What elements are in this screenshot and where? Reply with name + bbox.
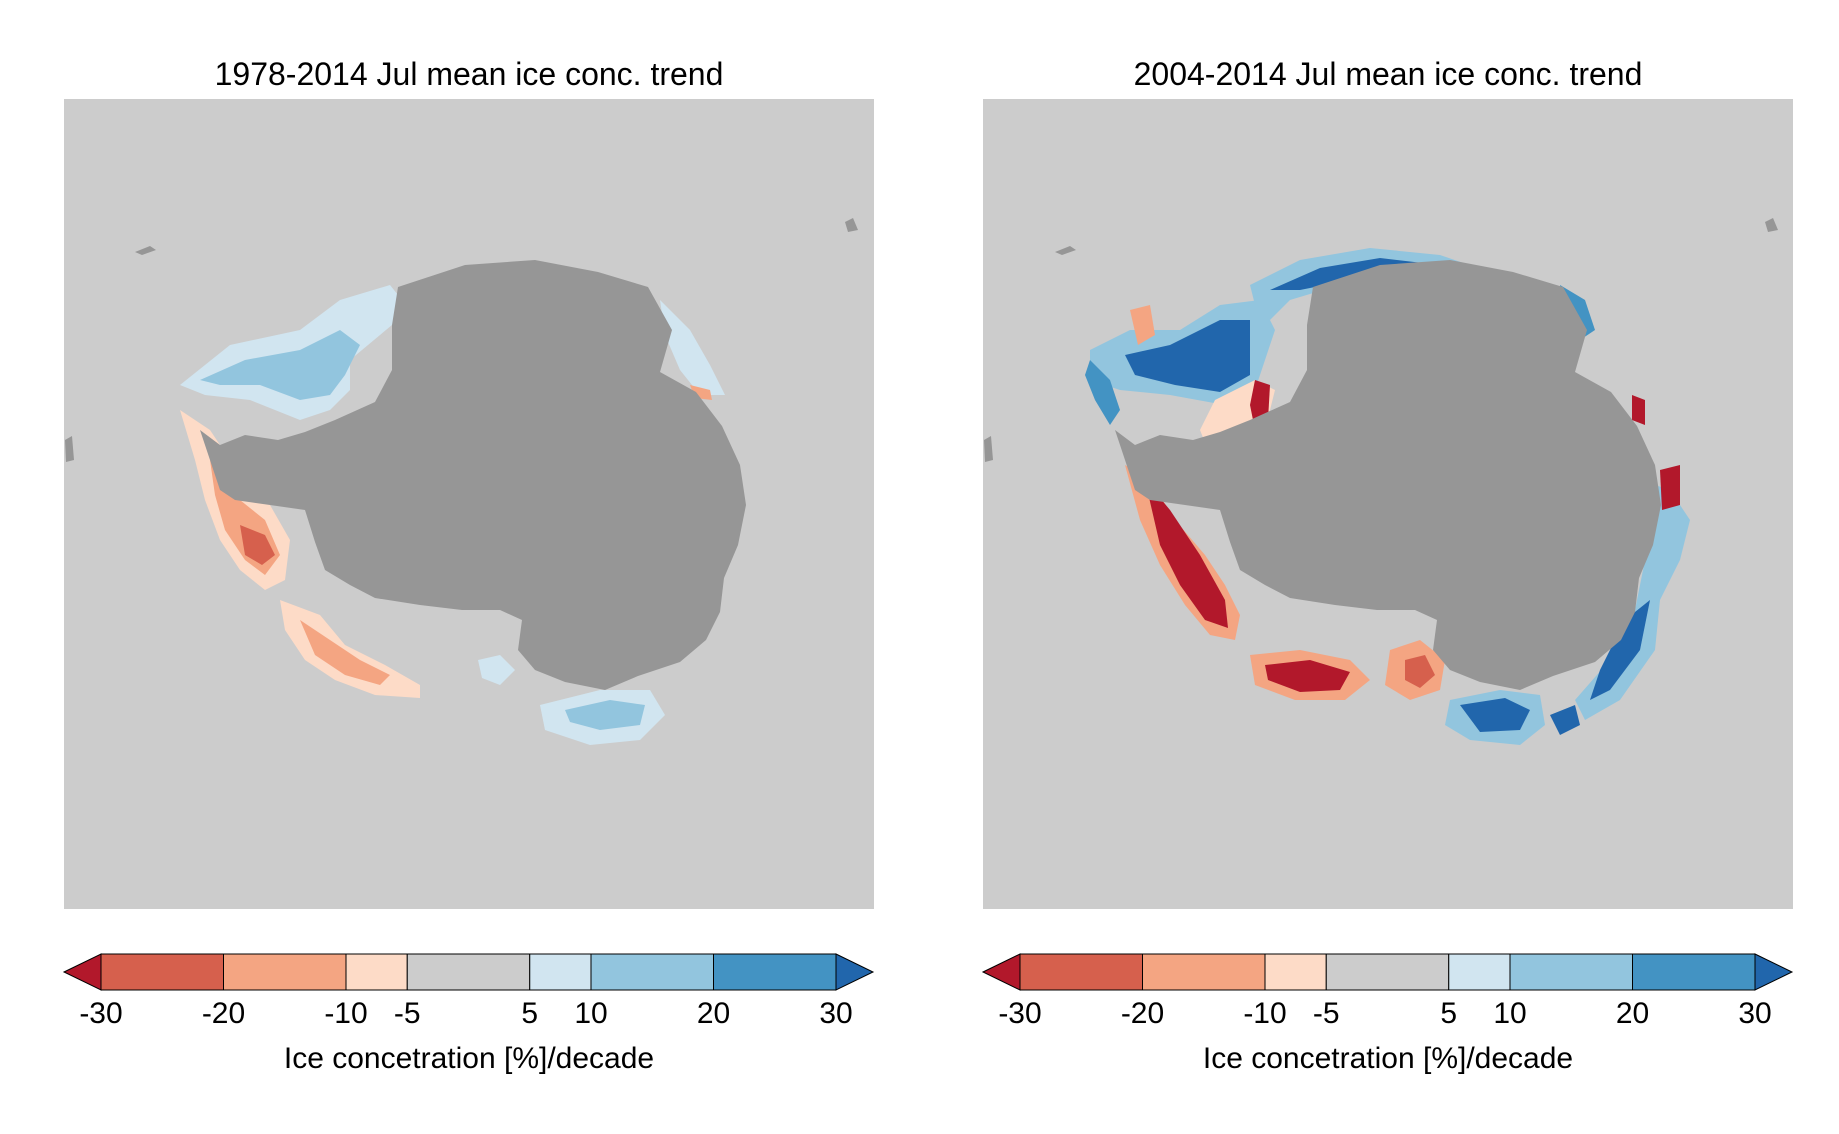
right-colorbar-tick-label: -10 [1243,997,1286,1030]
right-colorbar-bin-2 [1264,953,1327,991]
right-island-2 [984,436,993,462]
left-colorbar-tick-label: -5 [394,997,421,1030]
left-colorbar-tick-label: -20 [202,997,245,1030]
left-blue-ross-inner [565,700,645,730]
right-colorbar-tick-label: 5 [1440,997,1457,1030]
right-colorbar-tick-label: 20 [1616,997,1649,1030]
panel-left: 1978-2014 Jul mean ice conc. trend [62,56,875,1075]
left-red-bellingshausen-core [240,525,275,565]
right-colorbar-bin-6 [1632,953,1756,991]
right-blue-ross-small [1550,705,1580,735]
right-colorbar: -30 -20 -10 -5 5 10 20 30 Ice concetration [%]/… [981,953,1794,1075]
right-blue-east-rim-inner [1590,600,1650,700]
right-red-ap-inner [1145,480,1228,628]
right-colorbar-over-arrow [1754,953,1794,991]
left-colorbar-bin-3 [406,953,531,991]
left-colorbar: -30 -20 -10 -5 5 10 20 30 Ice concetration [%]/… [62,953,875,1075]
left-island-1 [135,246,156,255]
left-island-3 [845,218,858,232]
right-blue-west-arc [1085,360,1120,425]
left-blue-weddell-inner [200,330,360,400]
left-colorbar-tick-label: 10 [574,997,607,1030]
right-red-ross-inner [1405,655,1435,688]
left-red-amundsen-inner [300,620,390,685]
left-blue-small-patch [478,655,515,685]
right-colorbar-tick-label: -5 [1313,997,1340,1030]
right-colorbar-bin-4 [1448,953,1511,991]
panel-right: 2004-2014 Jul mean ice conc. trend [981,56,1794,1075]
right-colorbar-tick-label: 10 [1493,997,1526,1030]
right-blue-east-rim-outer [1575,480,1690,720]
right-colorbar-under-arrow [981,953,1021,991]
right-red-east-small [1632,395,1645,425]
right-colorbar-bin-0 [1019,953,1143,991]
left-colorbar-bin-4 [529,953,592,991]
left-colorbar-bin-2 [345,953,408,991]
left-colorbar-bin-5 [590,953,714,991]
right-island-1 [1055,246,1076,255]
left-colorbar-tick-label: 20 [697,997,730,1030]
left-colorbar-bin-1 [223,953,347,991]
left-colorbar-bin-6 [713,953,837,991]
right-map [983,99,1793,909]
left-colorbar-under-arrow [62,953,102,991]
right-colorbar-bin-1 [1142,953,1266,991]
right-map-title: 2004-2014 Jul mean ice conc. trend [1134,56,1643,92]
right-colorbar-label: Ice concetration [%]/decade [1203,1042,1573,1075]
left-colorbar-label: Ice concetration [%]/decade [284,1042,654,1075]
left-island-2 [65,436,74,462]
left-colorbar-tick-label: 5 [521,997,538,1030]
right-colorbar-tick-label: -20 [1121,997,1164,1030]
right-blue-ross-inner [1460,698,1530,732]
left-colorbar-tick-label: 30 [819,997,852,1030]
left-colorbar-tick-label: -30 [79,997,122,1030]
right-red-amundsen-inner [1265,660,1350,692]
right-island-3 [1765,218,1778,232]
left-colorbar-tick-label: -10 [324,997,367,1030]
left-blue-east-patch [660,300,725,395]
left-colorbar-bin-0 [100,953,224,991]
right-colorbar-tick-label: 30 [1738,997,1771,1030]
right-blue-weddell-inner [1125,320,1250,392]
left-map-title: 1978-2014 Jul mean ice conc. trend [215,56,724,92]
left-map [64,99,874,909]
right-red-west-small [1130,305,1155,345]
right-colorbar-bin-3 [1325,953,1450,991]
left-colorbar-over-arrow [835,953,875,991]
right-red-east-patch [1660,465,1680,510]
right-colorbar-tick-label: -30 [998,997,1041,1030]
right-colorbar-bin-5 [1509,953,1633,991]
